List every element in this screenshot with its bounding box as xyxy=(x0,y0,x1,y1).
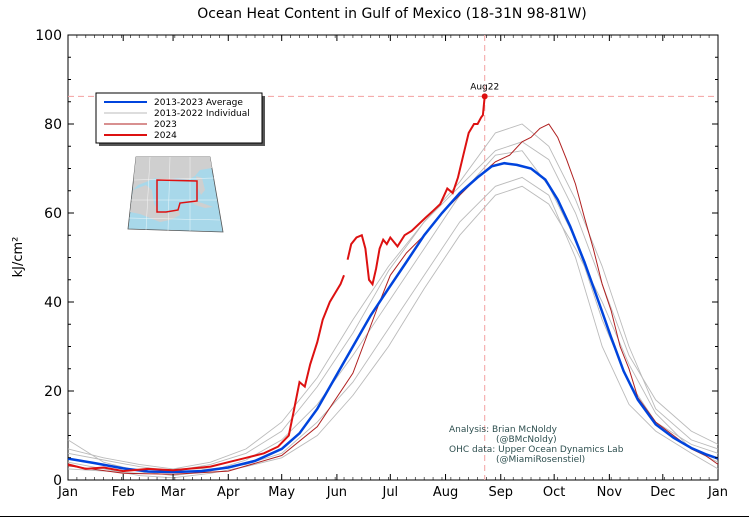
y-tick-label: 0 xyxy=(53,473,62,489)
chart-title: Ocean Heat Content in Gulf of Mexico (18… xyxy=(197,6,587,22)
map-land-north xyxy=(133,157,212,190)
series-line-2023 xyxy=(67,123,719,475)
y-tick-label: 20 xyxy=(44,384,62,400)
x-tick-label: Dec xyxy=(650,485,675,500)
x-tick-label: Apr xyxy=(217,485,240,500)
series-line-2013-2023-average xyxy=(67,161,719,474)
legend-label-2023: 2023 xyxy=(154,120,177,130)
credits: Analysis: Brian McNoldy (@BMcNoldy) OHC … xyxy=(449,425,624,465)
x-tick-label: May xyxy=(268,485,295,500)
bottom-rule xyxy=(0,516,749,517)
map-land-florida xyxy=(196,176,205,195)
axis-ticks xyxy=(67,34,719,481)
y-axis-label: kJ/cm² xyxy=(11,237,26,278)
peak-annotation: Aug22 xyxy=(470,82,499,100)
x-tick-label: Feb xyxy=(112,485,135,500)
legend-label-average: 2013-2023 Average xyxy=(154,98,243,108)
credit-data-handle: (@MiamiRosenstiel) xyxy=(496,455,585,465)
x-tick-label: Jul xyxy=(381,485,398,500)
series-line-2024 xyxy=(67,96,486,473)
credit-analysis-handle: (@BMcNoldy) xyxy=(496,435,557,445)
map-land-cuba xyxy=(190,200,213,208)
reference-lines xyxy=(68,35,718,480)
x-tick-label: Sep xyxy=(488,485,513,500)
individual-year-lines xyxy=(67,123,719,479)
series-individual-line xyxy=(67,185,719,479)
x-tick-label: Nov xyxy=(597,485,623,500)
map-graticule xyxy=(128,156,221,232)
map-land-mexico xyxy=(130,185,180,222)
series-individual-line xyxy=(67,141,719,470)
highlight-lines xyxy=(67,96,719,475)
x-tick-label: Aug xyxy=(433,485,458,500)
y-axis-label-text: kJ/cm² xyxy=(11,237,26,278)
y-tick-label: 40 xyxy=(44,295,62,311)
legend: 2013-2023 Average 2013-2022 Individual 2… xyxy=(95,92,265,146)
credit-analysis: Analysis: Brian McNoldy xyxy=(449,425,558,435)
x-tick-label: Jun xyxy=(326,485,347,500)
peak-marker xyxy=(481,93,488,100)
credit-data: OHC data: Upper Ocean Dynamics Lab xyxy=(449,445,624,455)
peak-label: Aug22 xyxy=(470,82,499,92)
axis-tick-labels: 0 20 40 60 80 100 Jan Feb Mar Apr May Jun Jul Aug Sep O… xyxy=(35,28,728,500)
x-tick-label: Oct xyxy=(543,485,565,500)
x-tick-label: Jan xyxy=(57,485,78,500)
y-tick-label: 60 xyxy=(44,206,62,222)
x-tick-label: Mar xyxy=(161,485,186,500)
y-tick-label: 80 xyxy=(44,117,62,133)
y-tick-label: 100 xyxy=(35,28,62,44)
gulf-of-mexico-locator-map xyxy=(127,156,224,233)
x-tick-label: Jan xyxy=(707,485,728,500)
legend-label-2024: 2024 xyxy=(154,131,177,141)
legend-label-individual: 2013-2022 Individual xyxy=(154,109,250,119)
map-region-box xyxy=(156,179,198,213)
